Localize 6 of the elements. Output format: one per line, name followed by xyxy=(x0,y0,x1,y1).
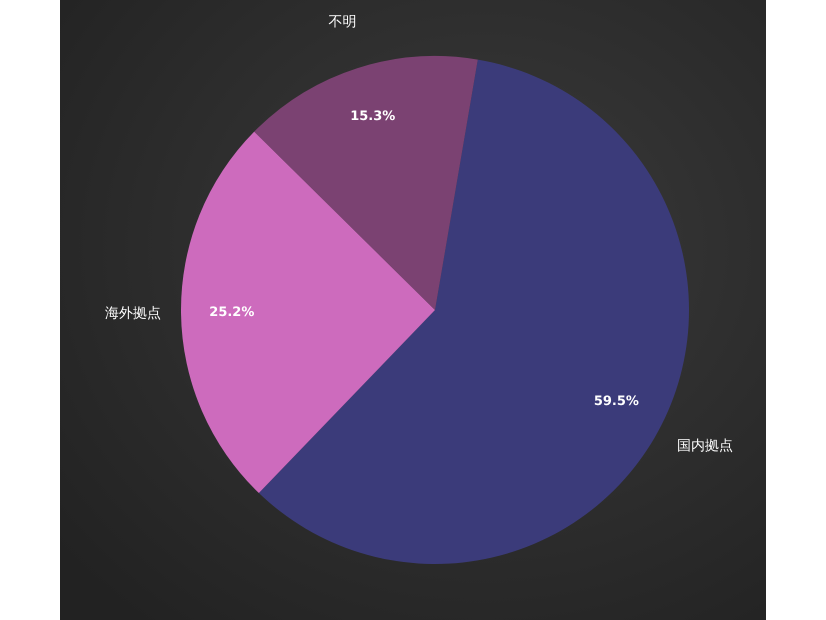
data-label: 59.5% xyxy=(594,394,639,409)
slice-label: 国内拠点 xyxy=(676,438,733,454)
data-label: 25.2% xyxy=(209,305,254,320)
data-label: 15.3% xyxy=(350,108,396,124)
slice-label: 海外拠点 xyxy=(104,306,161,322)
slice-label: 不明 xyxy=(328,14,356,30)
